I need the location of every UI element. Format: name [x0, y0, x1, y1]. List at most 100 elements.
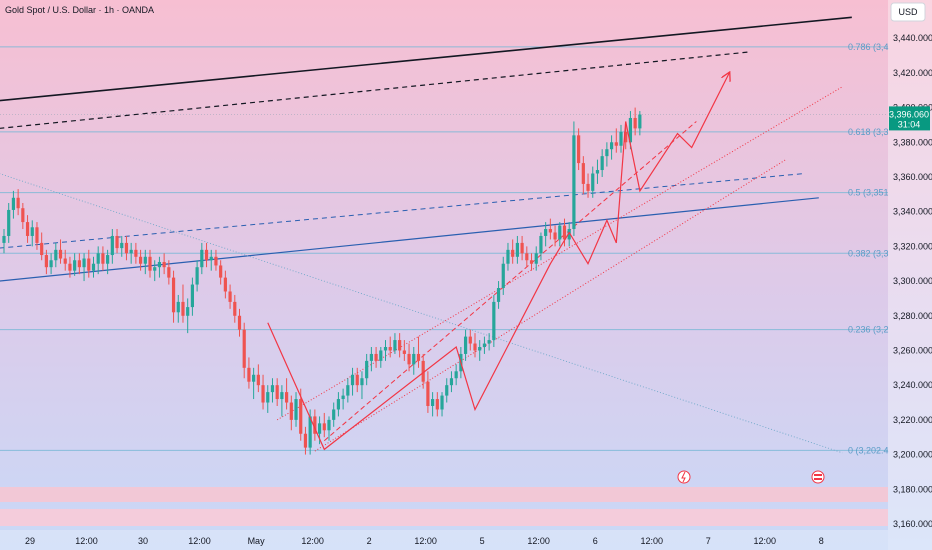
candle-body	[341, 395, 345, 400]
candle-body	[478, 347, 482, 351]
candle	[87, 249, 91, 278]
candle	[200, 242, 204, 275]
candle-body	[482, 343, 487, 348]
candle	[195, 260, 199, 292]
candle	[228, 284, 232, 309]
candle	[402, 340, 406, 361]
candle	[496, 281, 501, 309]
upper-channel-line	[0, 16, 852, 102]
candle-body	[87, 258, 91, 271]
candle	[412, 347, 416, 375]
candle	[16, 189, 20, 216]
time-tick-label: 2	[367, 536, 372, 546]
candle	[313, 409, 317, 441]
candle-body	[520, 242, 524, 254]
price-tick-label: 3,320.000	[893, 241, 932, 251]
event-lightning-icon[interactable]	[677, 470, 691, 484]
candle	[266, 385, 270, 413]
candle	[124, 235, 129, 261]
candle-body	[167, 267, 171, 278]
candle-body	[252, 374, 256, 382]
candle-body	[501, 263, 505, 289]
candle-body	[138, 256, 143, 264]
candle	[214, 249, 218, 271]
projection-path[interactable]	[267, 73, 730, 451]
fibonacci-retracement[interactable]: 0.786 (3,4 0.618 (3,3 0.5 (3,351 0.382 (3,3…	[0, 42, 889, 456]
candle	[468, 329, 472, 351]
candle-body	[624, 131, 628, 143]
candle-body	[506, 249, 510, 264]
candle-body	[435, 399, 439, 410]
red-dashed-support-line	[323, 121, 697, 442]
candle-body	[237, 315, 242, 330]
candle-body	[228, 291, 232, 302]
candle	[633, 107, 637, 136]
candle-body	[11, 197, 16, 210]
price-tick-label: 3,360.000	[893, 172, 932, 182]
candle	[619, 124, 623, 153]
fib-label: 0 (3,202.4	[848, 445, 889, 455]
candle	[148, 249, 152, 278]
candle	[365, 353, 369, 386]
candle-body	[190, 284, 194, 308]
current-price-label: 3,396.060	[889, 109, 929, 119]
time-axis-labels: 29 12:00 30 12:00 May 12:00 2 12:00 5 12:00 6 12:00…	[25, 536, 824, 546]
time-tick-label: 29	[25, 536, 35, 546]
time-tick-label: 8	[819, 536, 824, 546]
candle-body	[129, 249, 133, 254]
candle-body	[77, 260, 81, 268]
candle-body	[162, 261, 166, 268]
candle-body	[431, 399, 435, 406]
candle-body	[614, 142, 618, 146]
candle	[21, 202, 25, 230]
candle	[73, 253, 77, 276]
projection-zigzag	[267, 73, 730, 451]
candle	[463, 329, 468, 361]
trendlines[interactable]	[0, 16, 852, 454]
candle	[374, 347, 378, 368]
candle-body	[515, 242, 519, 257]
time-axis[interactable]	[0, 530, 888, 550]
price-axis[interactable]	[888, 0, 932, 550]
currency-label: USD	[898, 7, 918, 17]
candle-body	[473, 343, 477, 351]
candle	[35, 222, 39, 250]
candle-body	[101, 253, 105, 264]
candle-body	[591, 173, 595, 191]
currency-button[interactable]: USD	[890, 2, 926, 22]
candle	[157, 256, 162, 278]
candle-body	[214, 256, 218, 266]
candle	[275, 378, 279, 406]
candle	[609, 135, 614, 160]
candle-body	[219, 265, 223, 278]
candle-body	[303, 433, 308, 448]
candle-body	[355, 374, 359, 386]
time-tick-label: 12:00	[414, 536, 437, 546]
candle	[638, 111, 642, 136]
candle-body	[256, 374, 260, 386]
candle	[529, 253, 534, 271]
event-flag-icon[interactable]	[811, 470, 825, 484]
time-tick-label: 12:00	[188, 536, 211, 546]
candle	[30, 220, 34, 247]
candle-body	[416, 353, 421, 361]
candle-body	[176, 301, 180, 313]
time-tick-label: 12:00	[640, 536, 663, 546]
candle-body	[148, 256, 152, 271]
candle-body	[68, 263, 72, 271]
candle-body	[440, 395, 444, 410]
fib-label: 0.382 (3,3	[848, 248, 889, 258]
candle	[492, 294, 496, 348]
candle	[586, 173, 590, 198]
candle-body	[421, 360, 425, 382]
red-dotted-support-line	[314, 159, 787, 452]
candle	[289, 395, 293, 431]
candle-body	[379, 350, 383, 361]
candle-body	[124, 242, 129, 254]
candle-body	[393, 340, 397, 351]
candle	[581, 156, 585, 195]
candle-body	[586, 183, 590, 191]
candle	[487, 333, 491, 351]
candle-body	[181, 301, 185, 316]
